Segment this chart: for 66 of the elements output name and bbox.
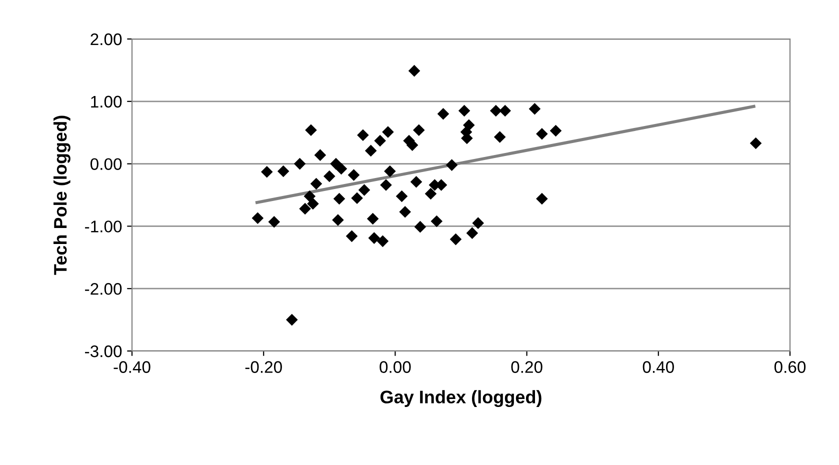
y-tick-label: 0.00	[90, 158, 122, 170]
point	[528, 102, 541, 115]
point	[380, 179, 392, 191]
point	[437, 108, 450, 120]
point	[366, 212, 379, 225]
y-tick-label: -1.00	[85, 220, 122, 232]
point	[364, 144, 377, 157]
point	[382, 126, 394, 138]
point	[324, 170, 336, 182]
point	[286, 314, 298, 326]
point	[472, 217, 484, 229]
y-tick-label: 2.00	[90, 33, 122, 46]
point	[414, 220, 426, 233]
point	[410, 176, 422, 188]
point	[494, 131, 506, 143]
point	[307, 198, 319, 210]
point	[450, 233, 462, 246]
point	[358, 184, 370, 196]
x-tick-label: 0.20	[511, 361, 542, 373]
point	[466, 227, 478, 239]
point	[424, 188, 437, 200]
point	[314, 149, 326, 161]
point	[261, 166, 273, 178]
point	[252, 212, 264, 224]
point	[384, 165, 396, 178]
y-tick-label: -3.00	[85, 345, 122, 358]
point	[299, 202, 311, 215]
x-tick-label: 0.00	[380, 361, 411, 373]
point	[536, 192, 548, 205]
point	[536, 128, 548, 140]
point	[408, 64, 420, 77]
point	[490, 104, 502, 117]
point	[277, 165, 290, 178]
point	[348, 169, 360, 181]
y-axis-title: Tech Pole (logged)	[53, 116, 70, 275]
point	[294, 158, 306, 170]
point	[310, 178, 322, 190]
x-tick-label: 0.40	[642, 361, 674, 373]
point	[333, 192, 346, 205]
point	[458, 104, 470, 117]
point	[335, 162, 348, 175]
x-axis-title: Gay Index (logged)	[380, 390, 542, 408]
point	[332, 214, 344, 226]
x-tick-label: -0.20	[245, 361, 282, 373]
point	[412, 124, 425, 136]
point	[304, 190, 316, 202]
point	[550, 124, 562, 137]
x-tick-label: -0.40	[114, 361, 150, 373]
point	[368, 232, 380, 244]
y-tick-label: -2.00	[85, 283, 122, 295]
y-tick-label: 1.00	[91, 96, 122, 108]
point	[430, 215, 443, 228]
point	[305, 124, 317, 136]
point	[346, 230, 358, 242]
point	[376, 235, 389, 248]
point	[463, 119, 475, 132]
point	[399, 206, 411, 218]
point	[396, 190, 408, 202]
x-tick-label: 0.60	[774, 361, 806, 373]
point	[499, 104, 511, 117]
point	[268, 216, 280, 228]
point	[446, 159, 458, 171]
point	[750, 137, 762, 150]
point	[374, 134, 386, 147]
point	[351, 192, 363, 204]
point	[357, 129, 369, 141]
